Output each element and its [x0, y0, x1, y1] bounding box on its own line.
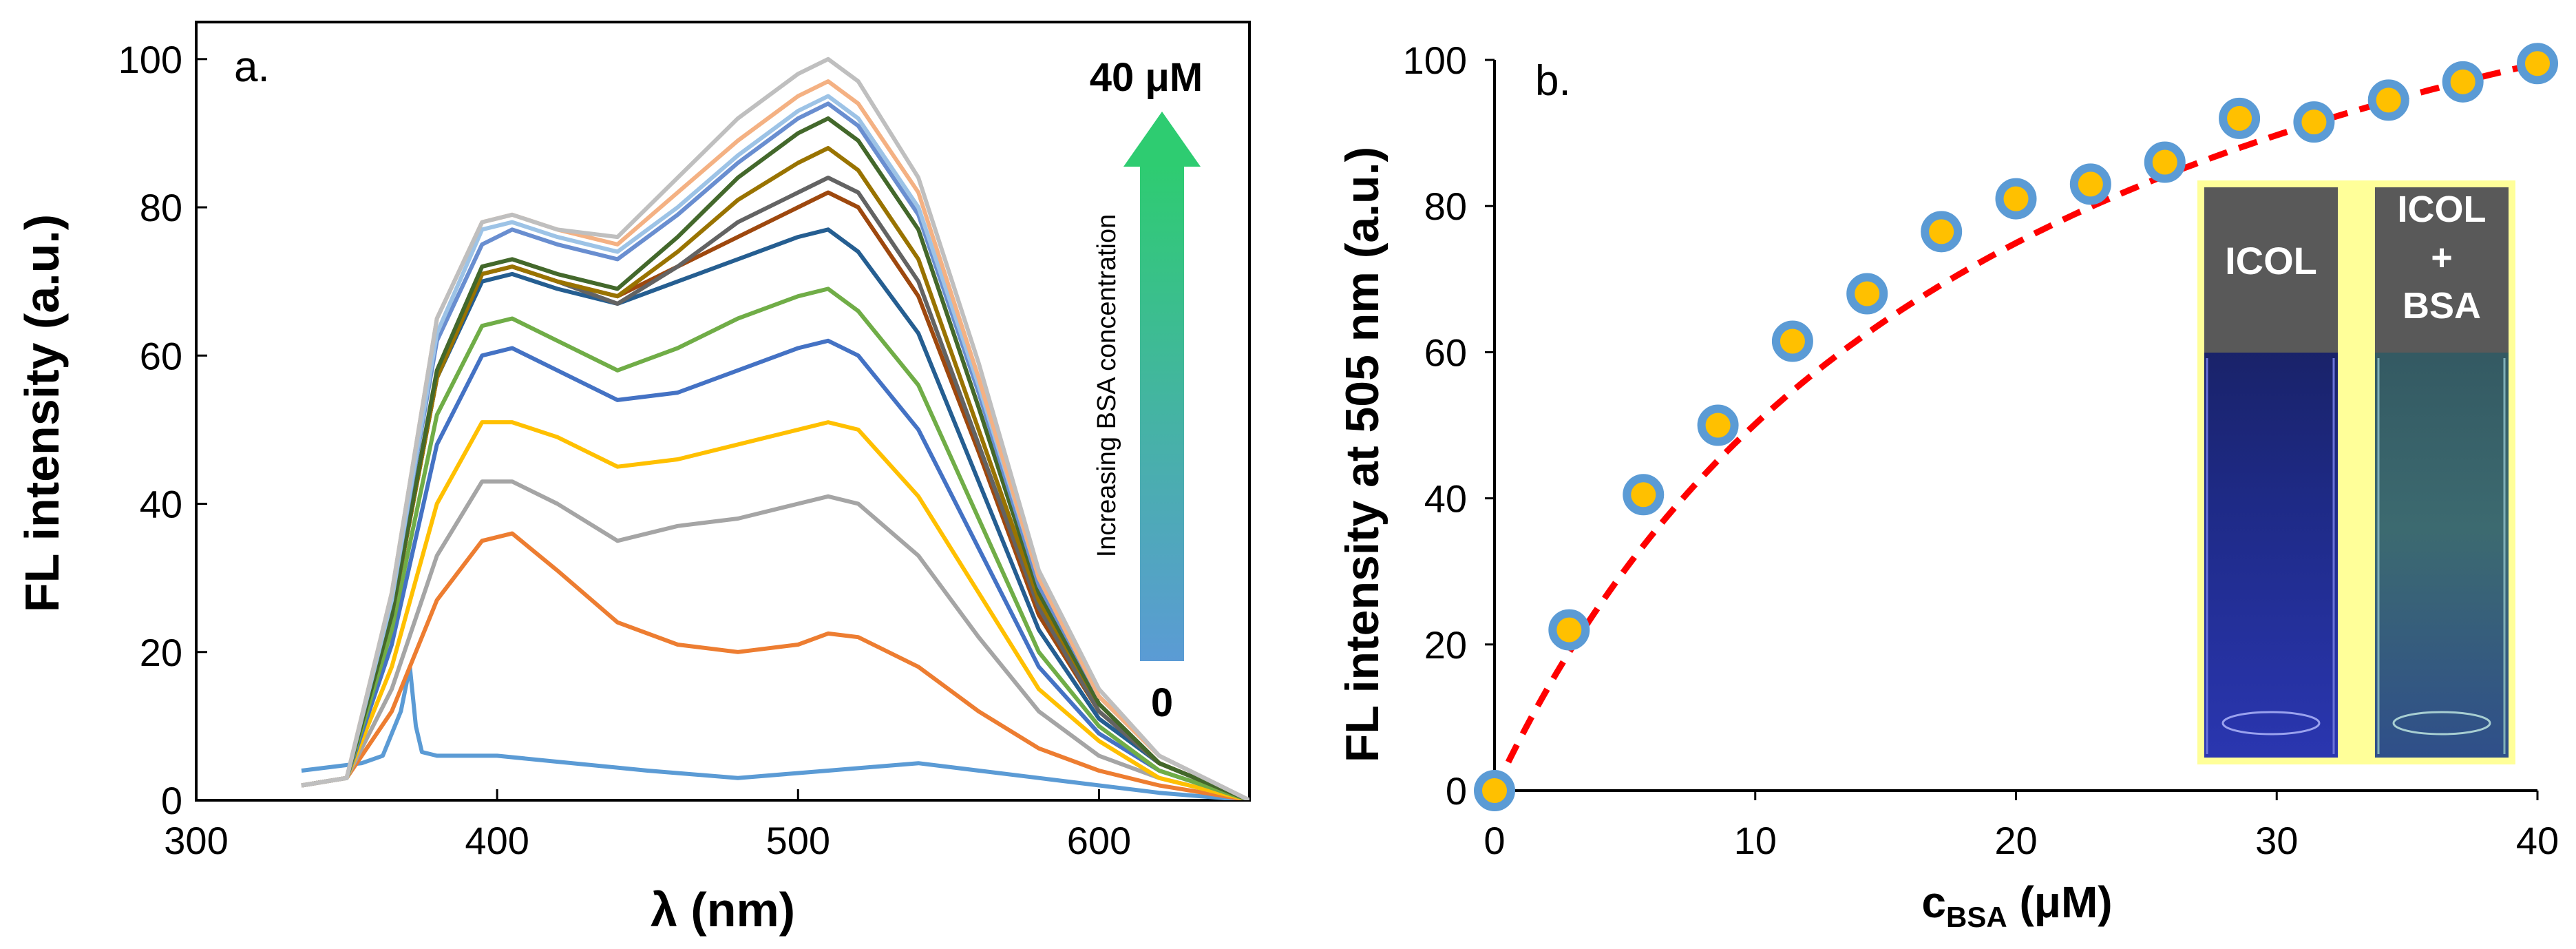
x-axis-ticks-a: 300 400 500 600 [164, 789, 1131, 862]
y-tick-label-a: 0 [161, 779, 182, 822]
spectrum-line-14 [301, 56, 1249, 800]
x-tick-label-b: 40 [2516, 819, 2559, 862]
x-axis-label-b-subscript: BSA [1946, 901, 2007, 933]
x-axis-ticks-b: 0 10 20 30 40 [1484, 791, 2559, 862]
data-point-10 [2219, 97, 2261, 139]
y-tick-label-b: 20 [1424, 623, 1467, 667]
arrow-bottom-label: 0 [1151, 680, 1173, 725]
panel-b: 0 20 40 60 80 100 0 10 20 30 40 b. FL intensity a… [1336, 39, 2559, 933]
plot-frame-a [195, 21, 1251, 802]
spectrum-line-5 [301, 286, 1249, 800]
cuvette-icol-base [2221, 711, 2321, 736]
y-tick-label-b: 40 [1424, 477, 1467, 521]
x-tick-label-b: 20 [1994, 819, 2037, 862]
spectrum-line-0 [301, 665, 1249, 800]
x-axis-label-b: cBSA (μM) [1921, 877, 2112, 933]
y-tick-label-b: 80 [1424, 185, 1467, 228]
spectrum-line-10 [301, 116, 1249, 800]
fit-curve-group [1491, 60, 2539, 792]
data-point-2 [1623, 474, 1665, 516]
data-point-12 [2367, 79, 2409, 121]
y-tick-label-a: 20 [140, 631, 182, 674]
y-axis-ticks-b: 0 20 40 60 80 100 [1403, 39, 1495, 813]
y-axis-ticks-a: 0 20 40 60 80 100 [118, 38, 207, 822]
x-tick-label-b: 10 [1734, 819, 1777, 862]
data-point-4 [1771, 320, 1813, 362]
data-point-13 [2442, 61, 2484, 103]
x-tick-label-b: 30 [2255, 819, 2298, 862]
spectrum-line-3 [301, 420, 1249, 800]
data-point-9 [2144, 141, 2186, 183]
y-tick-label-b: 0 [1446, 769, 1467, 813]
y-tick-label-b: 60 [1424, 331, 1467, 374]
x-tick-label-a: 400 [465, 819, 529, 862]
fit-curve [1491, 60, 2539, 792]
inset-label-icol: ICOL [2225, 239, 2317, 282]
inset-label-icol-bsa-line2: + [2431, 237, 2453, 278]
data-point-0 [1474, 770, 1515, 811]
data-points [1474, 43, 2558, 811]
inset-photo: ICOL ICOL + BSA [2197, 180, 2515, 764]
data-point-7 [1995, 178, 2037, 220]
inset-label-icol-bsa-line3: BSA [2403, 285, 2481, 326]
concentration-arrow: 40 μM 0 Increasing BSA concentration [1090, 55, 1203, 725]
spectrum-line-1 [301, 531, 1249, 800]
x-tick-label-a: 500 [766, 819, 830, 862]
y-tick-label-a: 100 [118, 38, 182, 81]
data-point-1 [1548, 609, 1590, 651]
arrow-shaft [1140, 165, 1184, 661]
spectrum-line-4 [301, 338, 1249, 800]
x-tick-label-a: 300 [164, 819, 228, 862]
arrow-head [1123, 112, 1201, 167]
arrow-caption: Increasing BSA concentration [1092, 214, 1121, 558]
spectrum-line-2 [301, 479, 1249, 800]
spectra-series [301, 56, 1249, 800]
panel-label-b: b. [1535, 57, 1571, 105]
inset-label-icol-bsa-line1: ICOL [2398, 189, 2487, 230]
panel-label-a: a. [234, 43, 270, 91]
data-point-11 [2293, 101, 2335, 143]
arrow-top-label: 40 μM [1090, 55, 1203, 100]
x-axis-label-a: λ (nm) [651, 883, 795, 937]
y-axis-label-a: FL intensity (a.u.) [15, 214, 69, 612]
y-tick-label-a: 60 [140, 334, 182, 377]
y-tick-label-a: 40 [140, 483, 182, 526]
panel-a: 0 20 40 60 80 100 300 400 500 600 a. FL intensit… [15, 21, 1251, 937]
label-box-icol-bsa [2375, 187, 2509, 353]
cuvette-icol-bsa-base [2392, 711, 2491, 736]
data-point-8 [2069, 163, 2111, 205]
data-point-5 [1846, 273, 1888, 315]
data-point-14 [2517, 43, 2558, 85]
x-axis-label-b-main: c [1921, 877, 1946, 927]
y-tick-label-b: 100 [1403, 39, 1467, 82]
data-point-6 [1921, 211, 1963, 253]
y-tick-label-a: 80 [140, 186, 182, 229]
x-tick-label-a: 600 [1067, 819, 1131, 862]
x-tick-label-b: 0 [1484, 819, 1505, 862]
data-point-3 [1697, 404, 1739, 446]
label-box-icol [2204, 187, 2338, 353]
x-axis-label-b-unit: (μM) [2007, 877, 2113, 927]
y-axis-label-b: FL intensity at 505 nm (a.u.) [1336, 147, 1389, 762]
